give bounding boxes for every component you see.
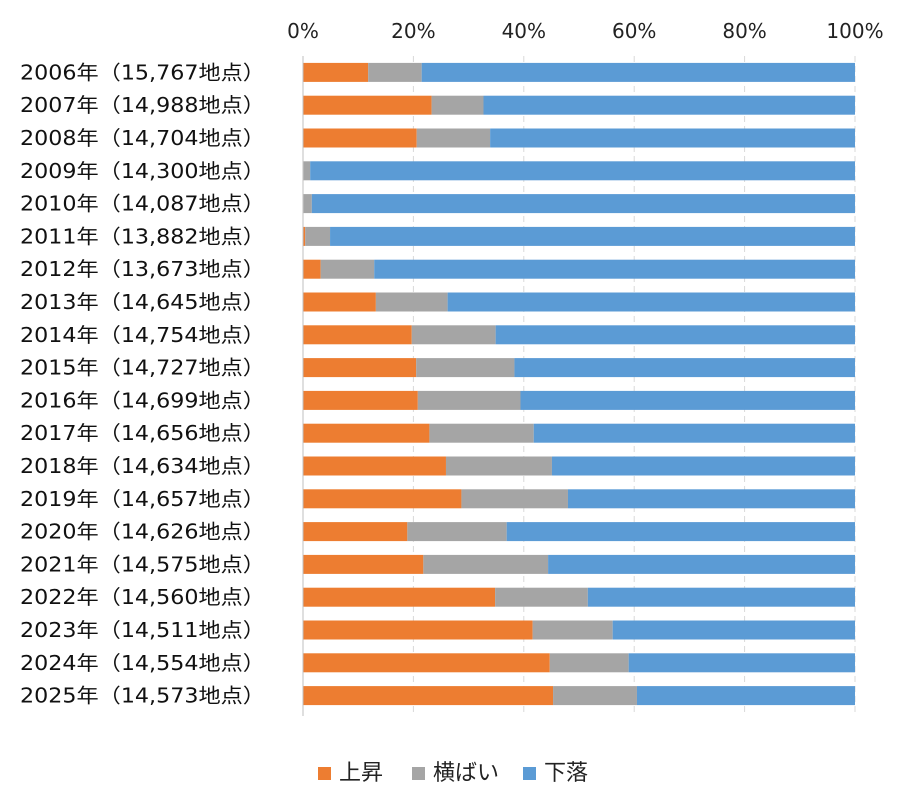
grid-lines [412,56,856,716]
category-label: 2013年（14,645地点） [20,290,265,314]
bar-segment [311,194,855,214]
bar-segment [305,226,331,246]
bar-segment [549,653,629,673]
bar-segment [417,390,521,410]
bar-segment [533,423,855,443]
bar-segment [303,194,312,214]
bar-segment [636,686,855,706]
category-label: 2008年（14,704地点） [20,126,265,150]
bar-segment [407,522,507,542]
bar-segment [553,686,637,706]
bar-segment [303,456,446,476]
bar-segment [421,62,855,82]
category-label: 2006年（15,767地点） [20,60,265,84]
category-label: 2016年（14,699地点） [20,388,265,412]
bar-segment [303,653,550,673]
x-tick-label: 40% [502,19,546,43]
bar-segment [303,587,496,607]
bar-segment [303,522,408,542]
category-label: 2025年（14,573地点） [20,684,265,708]
bar-segment [303,259,321,279]
x-tick-label: 100% [826,19,883,43]
bar-segment [551,456,855,476]
bar-segment [303,554,424,574]
category-label: 2007年（14,988地点） [20,93,265,117]
bar-segment [303,292,376,312]
bar-segment [320,259,375,279]
category-label: 2021年（14,575地点） [20,552,265,576]
legend-swatch [523,767,536,780]
bar-segment [303,161,311,181]
bar-segment [548,554,855,574]
legend: 上昇 横ばい 下落 [318,761,588,786]
bar-segment [447,292,855,312]
bar-segment [411,325,496,345]
bar-segment [303,62,369,82]
legend-label: 横ばい [433,761,499,786]
x-tick-label: 80% [722,19,766,43]
bar-segment [495,587,588,607]
category-label: 2022年（14,560地点） [20,585,265,609]
bar-segment [506,522,855,542]
bar-segment [628,653,855,673]
bar-segment [368,62,422,82]
category-label: 2014年（14,754地点） [20,323,265,347]
category-label: 2010年（14,087地点） [20,192,265,216]
category-label: 2017年（14,656地点） [20,421,265,445]
bar-segment [612,620,855,640]
category-label: 2009年（14,300地点） [20,159,265,183]
bar-segment [445,456,552,476]
bar-segment [416,358,515,378]
category-label: 2020年（14,626地点） [20,520,265,544]
bar-segment [429,423,534,443]
bar-segment [483,95,855,115]
bar-segment [303,95,432,115]
category-label: 2012年（13,673地点） [20,257,265,281]
category-label: 2018年（14,634地点） [20,454,265,478]
bar-segment [303,489,462,509]
legend-label: 上昇 [339,761,383,786]
bar-segment [461,489,568,509]
bar-segment [587,587,855,607]
bar-segment [303,128,417,148]
bar-segment [303,620,533,640]
x-tick-label: 0% [287,19,319,43]
bar-segment [567,489,855,509]
bar-segment [303,226,306,246]
bars [303,62,856,706]
x-tick-label: 20% [391,19,435,43]
bar-segment [303,325,412,345]
bar-segment [303,358,417,378]
x-tick-labels: 0% 20% 40% 60% 80% 100% [287,19,883,43]
bar-segment [490,128,855,148]
bar-segment [514,358,855,378]
bar-segment [532,620,613,640]
category-label: 2019年（14,657地点） [20,487,265,511]
legend-label: 下落 [544,761,588,786]
x-tick-label: 60% [612,19,656,43]
bar-segment [310,161,855,181]
legend-swatch [318,767,331,780]
bar-segment [520,390,855,410]
legend-swatch [412,767,425,780]
bar-segment [431,95,484,115]
bar-segment [495,325,855,345]
category-label: 2023年（14,511地点） [20,618,265,642]
bar-segment [303,686,554,706]
bar-segment [303,423,430,443]
bar-segment [303,390,418,410]
bar-segment [375,292,448,312]
category-label: 2011年（13,882地点） [20,224,265,248]
category-labels: 2006年（15,767地点） 2007年（14,988地点） 2008年（14,7… [20,60,265,707]
bar-segment [330,226,856,246]
bar-segment [416,128,491,148]
bar-segment [374,259,855,279]
bar-segment [423,554,549,574]
category-label: 2015年（14,727地点） [20,356,265,380]
category-label: 2024年（14,554地点） [20,651,265,675]
